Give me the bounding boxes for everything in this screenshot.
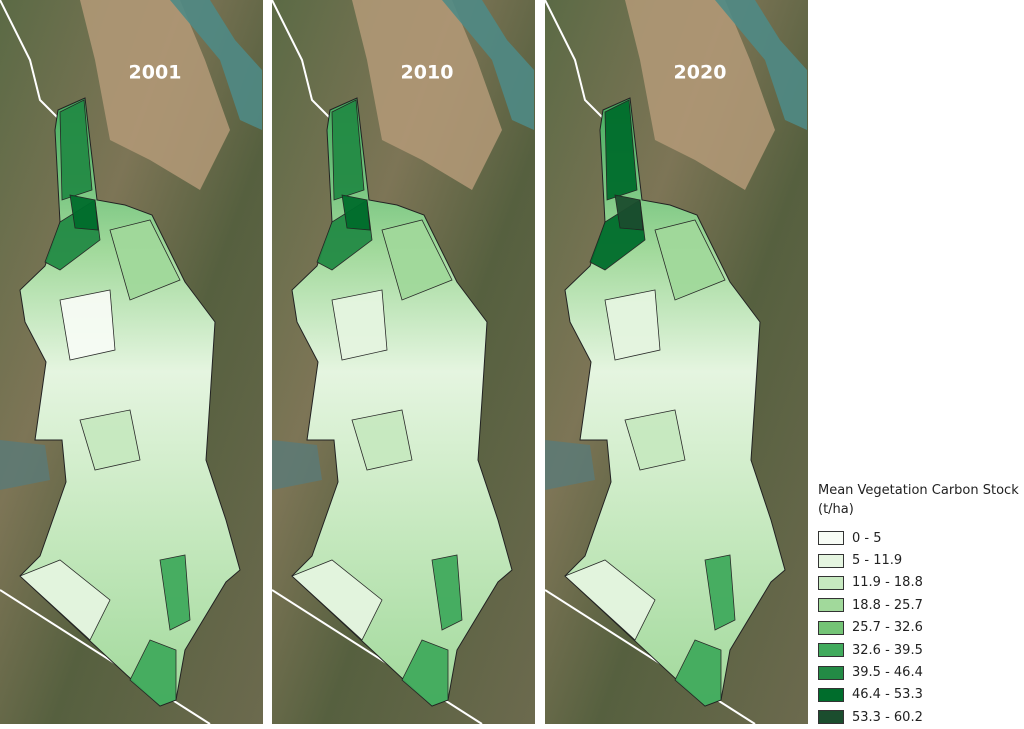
legend-item: 11.9 - 18.8 <box>818 572 1024 594</box>
legend-item: 0 - 5 <box>818 527 1024 549</box>
maps: 2001 2010 2020 <box>0 0 808 724</box>
district <box>59 289 116 361</box>
district <box>129 639 177 707</box>
district <box>291 559 383 641</box>
district <box>604 289 661 361</box>
district <box>604 99 638 201</box>
legend-label: 18.8 - 25.7 <box>852 597 923 613</box>
legend-item: 32.6 - 39.5 <box>818 639 1024 661</box>
district <box>704 554 736 631</box>
district <box>401 639 449 707</box>
panel-title: 2020 <box>674 62 727 84</box>
district <box>654 219 726 301</box>
legend-item: 53.3 - 60.2 <box>818 706 1024 728</box>
district <box>431 554 463 631</box>
legend-title: Mean Vegetation Carbon Stock (t/ha) <box>818 483 1019 517</box>
legend-item: 46.4 - 53.3 <box>818 684 1024 706</box>
map-panel: 2001 <box>0 0 263 724</box>
district <box>674 639 722 707</box>
legend-swatch <box>818 710 844 725</box>
district <box>564 559 656 641</box>
district <box>69 194 99 231</box>
district <box>59 99 93 201</box>
legend-label: 5 - 11.9 <box>852 553 903 569</box>
legend-label: 25.7 - 32.6 <box>852 620 923 636</box>
legend-swatch <box>818 575 844 590</box>
legend-swatch <box>818 665 844 680</box>
district <box>614 194 644 231</box>
legend-swatch <box>818 643 844 658</box>
legend-swatch <box>818 620 844 635</box>
legend-swatch <box>818 687 844 702</box>
legend-label: 11.9 - 18.8 <box>852 575 923 591</box>
district <box>341 194 371 231</box>
district <box>624 409 686 471</box>
map-panel: 2010 <box>272 0 535 724</box>
legend-swatch <box>818 598 844 613</box>
legend-item: 39.5 - 46.4 <box>818 661 1024 683</box>
panel-title: 2010 <box>401 62 454 84</box>
legend-label: 39.5 - 46.4 <box>852 665 923 681</box>
legend-label: 0 - 5 <box>852 530 882 546</box>
district <box>109 219 181 301</box>
district <box>331 289 388 361</box>
district <box>331 99 365 201</box>
map-panel: 2020 <box>545 0 808 724</box>
district <box>19 559 111 641</box>
legend-items: 0 - 5 5 - 11.9 11.9 - 18.8 18.8 - 25.7 25.7 … <box>818 527 1024 729</box>
district <box>351 409 413 471</box>
legend: Mean Vegetation Carbon Stock (t/ha) 0 - … <box>818 481 1024 729</box>
legend-item: 18.8 - 25.7 <box>818 594 1024 616</box>
legend-item: 5 - 11.9 <box>818 549 1024 571</box>
legend-swatch <box>818 553 844 568</box>
district <box>159 554 191 631</box>
legend-swatch <box>818 531 844 546</box>
legend-item: 25.7 - 32.6 <box>818 617 1024 639</box>
district <box>79 409 141 471</box>
legend-label: 46.4 - 53.3 <box>852 687 923 703</box>
panel-title: 2001 <box>129 62 182 84</box>
district <box>381 219 453 301</box>
legend-label: 32.6 - 39.5 <box>852 642 923 658</box>
legend-label: 53.3 - 60.2 <box>852 709 923 725</box>
